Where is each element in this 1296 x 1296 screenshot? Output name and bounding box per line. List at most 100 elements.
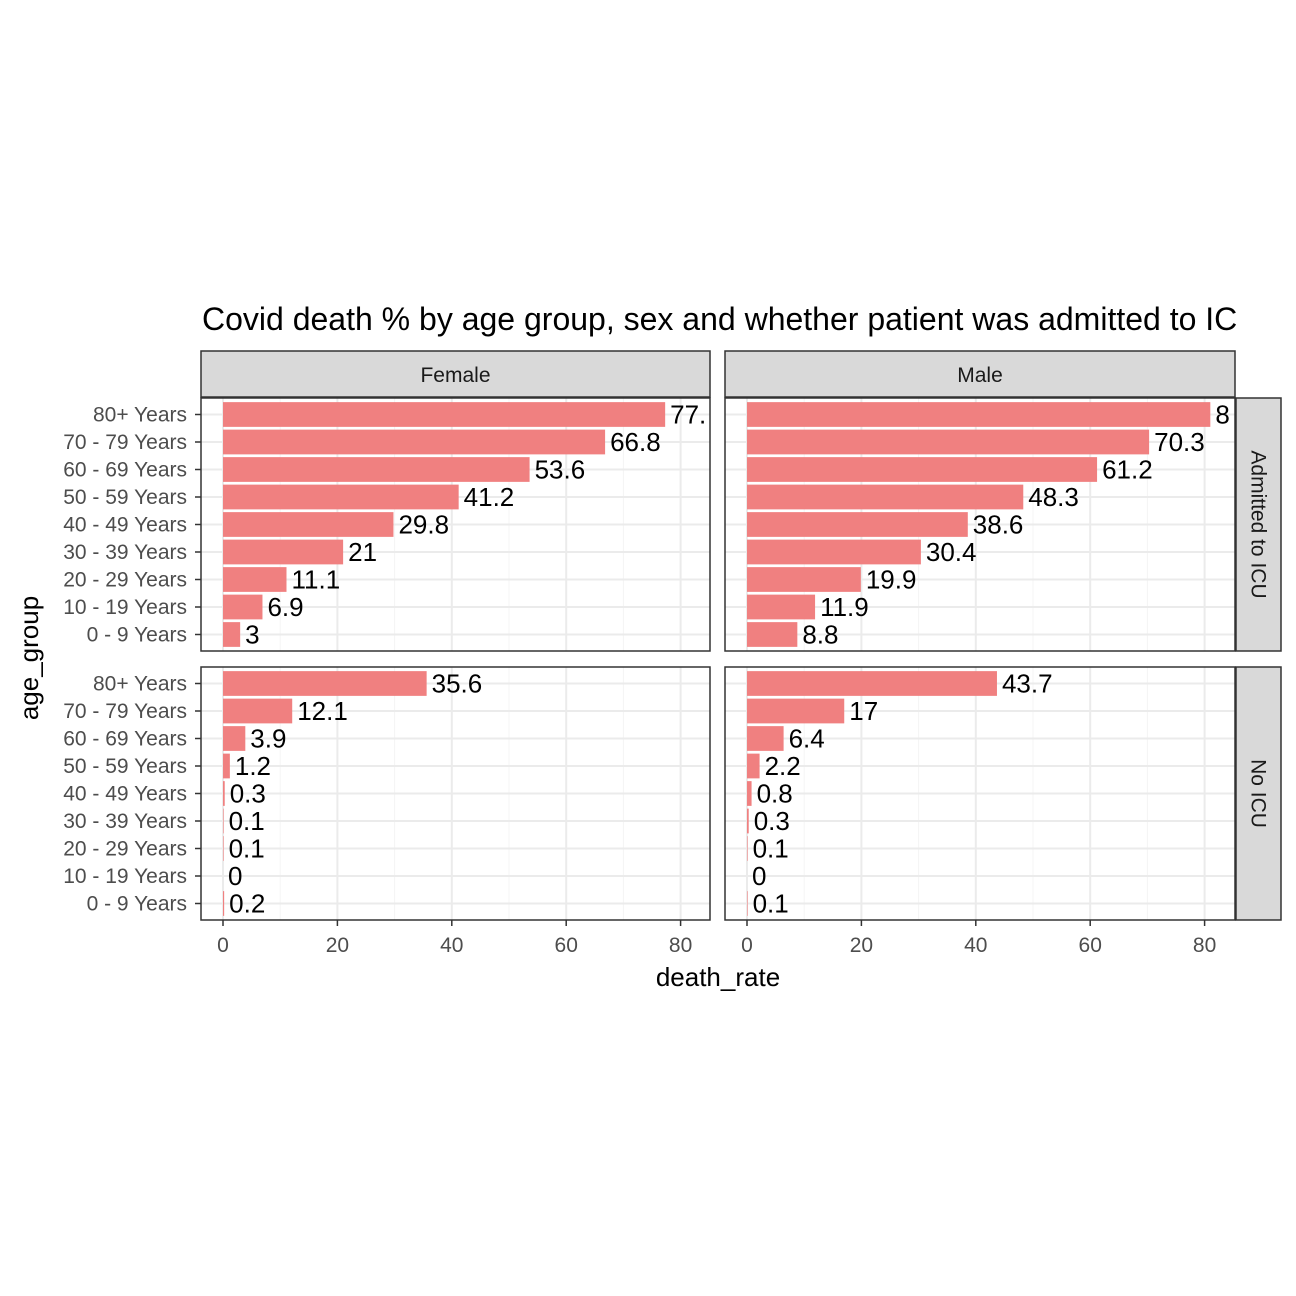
bar bbox=[223, 512, 394, 537]
bar bbox=[223, 753, 230, 779]
panels-layer: 77. 66.8 53.6 41.2 29.8 21 11.16.9 3 80+ Years 70… bbox=[63, 350, 1282, 921]
bar bbox=[223, 891, 225, 916]
column-strip-label: Female bbox=[420, 364, 490, 387]
bar-value-label: 38.6 bbox=[973, 510, 1024, 540]
row-strip-label: Admitted to ICU bbox=[1247, 450, 1270, 598]
panel-female-icu: 77. 66.8 53.6 41.2 29.8 21 11.16.9 3 80+ Years 70… bbox=[63, 397, 711, 652]
y-tick-label: 20 - 29 Years bbox=[63, 838, 187, 861]
y-axis-title: age_group bbox=[14, 596, 44, 720]
x-tick-label: 80 bbox=[1193, 934, 1216, 957]
bar-value-label: 3.9 bbox=[250, 724, 286, 754]
y-tick-label: 10 - 19 Years bbox=[63, 596, 187, 619]
bar bbox=[223, 622, 241, 647]
y-tick-label: 60 - 69 Years bbox=[63, 728, 187, 751]
x-axis-title: death_rate bbox=[656, 962, 780, 992]
panel-border bbox=[724, 397, 1236, 652]
bar-value-label: 0 bbox=[228, 861, 242, 891]
bar bbox=[223, 836, 224, 861]
bar bbox=[747, 484, 1024, 510]
y-tick-label: 50 - 59 Years bbox=[63, 486, 187, 509]
row-strip bbox=[1235, 666, 1282, 921]
y-tick-label: 70 - 79 Years bbox=[63, 431, 187, 454]
y-tick-label: 30 - 39 Years bbox=[63, 810, 187, 833]
y-tick-label: 20 - 29 Years bbox=[63, 569, 187, 592]
bar-value-label: 0.1 bbox=[753, 889, 789, 919]
y-tick-label: 60 - 69 Years bbox=[63, 459, 187, 482]
bar-value-label: 0 bbox=[752, 861, 766, 891]
bar-value-label: 6.9 bbox=[267, 592, 303, 622]
x-tick-label: 40 bbox=[440, 934, 463, 957]
bar-value-label: 11.9 bbox=[820, 592, 869, 622]
bar bbox=[747, 891, 748, 916]
bar-value-label: 8 bbox=[1215, 400, 1229, 430]
bar bbox=[223, 567, 287, 592]
bar-value-label: 12.1 bbox=[297, 696, 348, 726]
bar-value-label: 61.2 bbox=[1102, 455, 1153, 485]
bar bbox=[223, 402, 666, 427]
bar-value-label: 43.7 bbox=[1002, 669, 1053, 699]
bar bbox=[223, 457, 530, 482]
y-tick-label: 80+ Years bbox=[93, 404, 187, 427]
y-tick-label: 40 - 49 Years bbox=[63, 783, 187, 806]
bar-value-label: 41.2 bbox=[464, 482, 515, 512]
bar-value-label: 0.2 bbox=[229, 889, 265, 919]
chart-title: Covid death % by age group, sex and whet… bbox=[202, 301, 1237, 337]
bar bbox=[223, 781, 225, 806]
bar bbox=[223, 671, 427, 696]
y-tick-label: 40 - 49 Years bbox=[63, 514, 187, 537]
x-tick-label: 60 bbox=[1079, 934, 1102, 957]
bars-group: 35.612.13.91.20.30.10.100.2 bbox=[223, 669, 482, 919]
bar-value-label: 19.9 bbox=[866, 565, 917, 595]
bar-value-label: 53.6 bbox=[535, 455, 586, 485]
bar bbox=[747, 539, 921, 565]
column-strip bbox=[724, 350, 1236, 398]
x-tick-label: 80 bbox=[669, 934, 692, 957]
bar-value-label: 66.8 bbox=[610, 427, 661, 457]
row-strip bbox=[1235, 397, 1282, 652]
panel-male-icu: 8 70.361.2 48.338.630.4 19.911.98.8 bbox=[724, 397, 1236, 652]
bar bbox=[747, 594, 816, 620]
bars-group: 77. 66.8 53.6 41.2 29.8 21 11.16.9 3 bbox=[223, 400, 706, 650]
bar-value-label: 29.8 bbox=[398, 510, 449, 540]
bar-value-label: 0.1 bbox=[229, 806, 265, 836]
bar-value-label: 8.8 bbox=[802, 620, 838, 650]
bar bbox=[747, 808, 749, 834]
bar bbox=[747, 753, 760, 779]
panel-border bbox=[724, 666, 1236, 921]
bar bbox=[747, 698, 845, 724]
column-strip-label: Male bbox=[957, 364, 1003, 387]
bar bbox=[747, 457, 1098, 482]
bar-value-label: 0.1 bbox=[753, 834, 789, 864]
row-strip-label: No ICU bbox=[1247, 759, 1270, 828]
bar-value-label: 0.3 bbox=[230, 779, 266, 809]
bar bbox=[747, 567, 861, 592]
bar-value-label: 2.2 bbox=[765, 751, 801, 781]
bar bbox=[223, 594, 263, 620]
x-tick-label: 0 bbox=[217, 934, 229, 957]
bar-value-label: 0.3 bbox=[754, 806, 790, 836]
bar bbox=[223, 484, 459, 510]
bar-value-label: 48.3 bbox=[1028, 482, 1079, 512]
bar bbox=[747, 836, 748, 861]
x-tick-label: 60 bbox=[555, 934, 578, 957]
bar bbox=[223, 726, 246, 751]
y-tick-label: 30 - 39 Years bbox=[63, 541, 187, 564]
bars-group: 8 70.361.2 48.338.630.4 19.911.98.8 bbox=[747, 400, 1230, 650]
x-tick-label: 20 bbox=[850, 934, 873, 957]
y-tick-label: 0 - 9 Years bbox=[87, 624, 187, 647]
bar-value-label: 11.1 bbox=[291, 565, 340, 595]
bar-value-label: 0.1 bbox=[229, 834, 265, 864]
y-tick-label: 10 - 19 Years bbox=[63, 865, 187, 888]
y-tick-label: 80+ Years bbox=[93, 673, 187, 696]
bar-value-label: 70.3 bbox=[1154, 427, 1205, 457]
y-tick-label: 0 - 9 Years bbox=[87, 893, 187, 916]
x-tick-label: 20 bbox=[326, 934, 349, 957]
bar-value-label: 1.2 bbox=[235, 751, 271, 781]
bar-value-label: 77. bbox=[670, 400, 706, 430]
column-strip bbox=[200, 350, 711, 398]
bar bbox=[747, 622, 798, 647]
y-tick-label: 50 - 59 Years bbox=[63, 755, 187, 778]
bar bbox=[747, 512, 968, 537]
